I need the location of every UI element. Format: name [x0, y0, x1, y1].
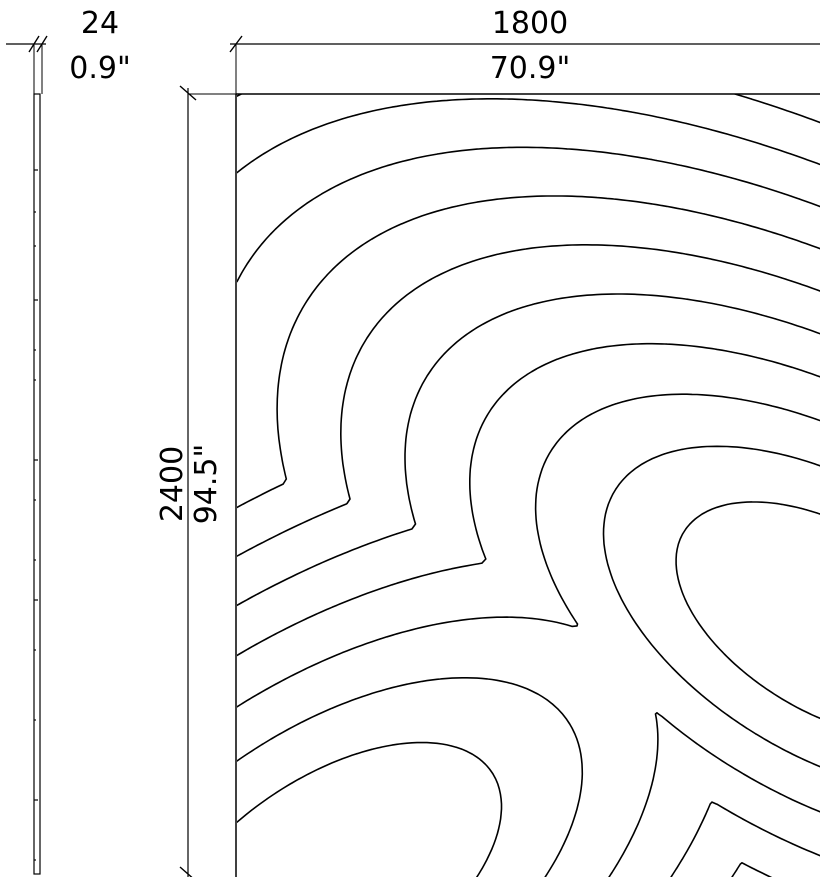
thickness-dimension: 24 0.9" [6, 6, 131, 94]
contour-line [237, 244, 820, 557]
contour-line [237, 501, 820, 877]
contour-line [237, 445, 820, 877]
panel-side-marks [34, 169, 38, 861]
height-inch-label: 94.5" [189, 444, 224, 525]
contour-line [237, 146, 820, 283]
contour-line [237, 94, 820, 124]
width-dimension: 1800 70.9" [229, 6, 820, 94]
width-mm-label: 1800 [492, 6, 568, 41]
contour-pattern [237, 94, 820, 877]
height-tick-bottom [179, 866, 193, 877]
contour-line [237, 342, 820, 877]
contour-line [237, 293, 820, 877]
panel-front-view [235, 93, 820, 877]
height-dimension: 2400 94.5" [155, 85, 236, 877]
contour-line [237, 98, 820, 174]
height-mm-label: 2400 [155, 446, 190, 522]
panel-side-view [33, 93, 41, 875]
contour-line [237, 195, 820, 509]
width-inch-label: 70.9" [490, 51, 571, 86]
thickness-mm-label: 24 [81, 6, 119, 41]
thickness-inch-label: 0.9" [69, 51, 131, 86]
height-tick-top [179, 85, 197, 101]
contour-line [237, 393, 820, 877]
panel-side-outline [33, 93, 41, 875]
